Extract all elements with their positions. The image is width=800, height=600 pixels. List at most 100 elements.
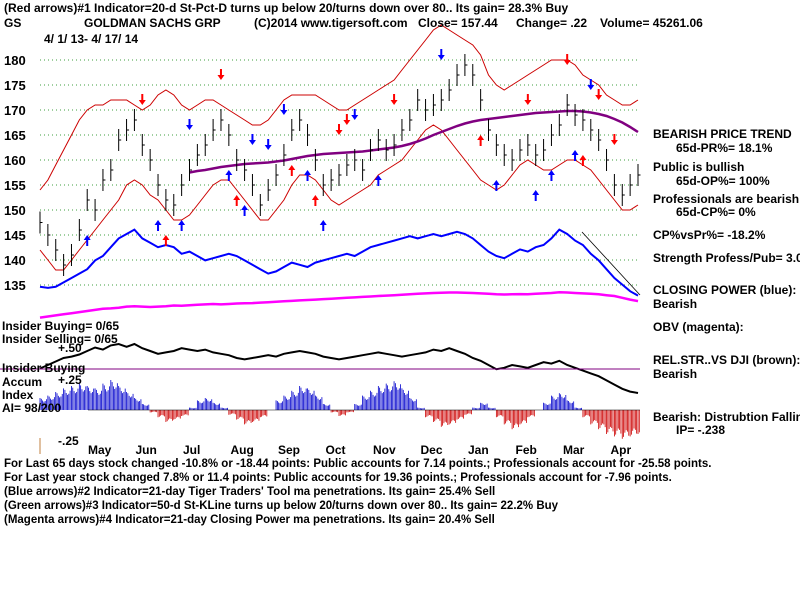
month-label-aug: Aug [231, 443, 254, 457]
red-arrow-down-icon [610, 134, 618, 145]
cp-trendline [581, 231, 641, 296]
price-bars [39, 54, 641, 276]
blue-arrow-up-icon [241, 205, 249, 216]
footer-green-arrows: (Green arrows)#3 Indicator=50-d St-KLine… [4, 500, 559, 512]
index-label: Index [2, 388, 34, 402]
accum-label: Accum [2, 375, 43, 389]
month-label-nov: Nov [373, 443, 396, 457]
red-arrow-down-icon [138, 94, 146, 105]
signal-arrows [83, 49, 618, 246]
blue-arrow-up-icon [374, 175, 382, 186]
red-arrow-down-icon [217, 69, 225, 80]
blue-arrow-up-icon [154, 220, 162, 231]
price-tick-145: 145 [4, 228, 26, 243]
blue-arrow-down-icon [437, 49, 445, 60]
blue-arrow-up-icon [571, 150, 579, 161]
price-tick-140: 140 [4, 253, 26, 268]
distribution-label: Bearish: Distrubtion Falling [653, 411, 800, 424]
footer-blue-arrows: (Blue arrows)#2 Indicator=21-day Tiger T… [4, 486, 496, 498]
red-arrow-up-icon [288, 165, 296, 176]
footer-65day: For Last 65 days stock changed -10.8% or… [4, 458, 712, 470]
price-tick-160: 160 [4, 153, 26, 168]
month-axis-labels: May Jun Jul Aug Sep Oct Nov Dec Jan Feb Mar Apr [88, 443, 631, 457]
red-arrow-down-icon [343, 114, 351, 125]
cp-value: 65d-CP%= 0% [676, 205, 756, 219]
footer-magenta-arrows: (Magenta arrows)#4 Indicator=21-day Clos… [4, 514, 495, 526]
ip-value: IP= -.238 [676, 423, 726, 437]
month-label-jan: Jan [468, 443, 489, 457]
accum-tick-minus25: -.25 [58, 434, 79, 448]
blue-arrow-down-icon [186, 119, 193, 130]
change-value: Change= .22 [516, 16, 588, 30]
month-label-mar: Mar [563, 443, 585, 457]
red-arrow-down-icon [563, 54, 571, 65]
ai-value: AI= 98/200 [2, 401, 62, 415]
closing-power-label: CLOSING POWER (blue): [653, 283, 797, 297]
lower-band-line [39, 124, 639, 271]
price-gridlines [40, 59, 640, 286]
relstr-label: REL.STR..VS DJI (brown): [653, 354, 800, 367]
copyright: (C)2014 www.tigersoft.com [254, 16, 408, 30]
month-label-oct: Oct [326, 443, 346, 457]
month-label-feb: Feb [516, 443, 537, 457]
month-label-jul: Jul [183, 443, 200, 457]
strength-value: Strength Profess/Pub= 3.0 [653, 252, 800, 265]
trend-label: BEARISH PRICE TREND [653, 127, 792, 141]
rel-strength-line [39, 342, 639, 394]
footer-year: For Last year stock changed 7.8% or 11.4… [4, 472, 672, 484]
month-label-dec: Dec [421, 443, 443, 457]
blue-arrow-down-icon [264, 139, 272, 150]
public-label: Public is bullish [653, 160, 745, 174]
op-value: 65d-OP%= 100% [676, 174, 770, 188]
blue-arrow-down-icon [248, 134, 256, 145]
upper-band-line [39, 24, 639, 191]
red-arrow-down-icon [595, 89, 603, 100]
price-tick-175: 175 [4, 78, 26, 93]
price-axis-ticks: 180 175 170 165 160 155 150 145 140 135 [4, 53, 26, 293]
insider-selling-count: Insider Selling= 0/65 [2, 332, 118, 346]
pr-value: 65d-PR%= 18.1% [676, 141, 773, 155]
date-range: 4/ 1/ 13- 4/ 17/ 14 [44, 32, 139, 46]
blue-arrow-down-icon [280, 104, 288, 115]
blue-arrow-up-icon [178, 220, 186, 231]
blue-arrow-up-icon [319, 220, 327, 231]
accum-tick-plus25: +.25 [58, 373, 82, 387]
blue-arrow-up-icon [225, 170, 233, 181]
obv-line [39, 291, 639, 319]
red-arrow-up-icon [311, 195, 319, 206]
volume-value: Volume= 45261.06 [600, 16, 703, 30]
price-tick-180: 180 [4, 53, 26, 68]
red-arrow-up-icon [579, 155, 587, 166]
price-tick-170: 170 [4, 103, 26, 118]
month-label-sep: Sep [278, 443, 300, 457]
month-label-jun: Jun [136, 443, 157, 457]
ticker: GS [4, 16, 22, 30]
price-tick-135: 135 [4, 278, 26, 293]
price-tick-165: 165 [4, 128, 26, 143]
red-arrow-up-icon [233, 195, 241, 206]
blue-arrow-up-icon [304, 170, 312, 181]
price-tick-155: 155 [4, 178, 26, 193]
obv-label: OBV (magenta): [653, 320, 744, 334]
blue-arrow-down-icon [587, 79, 595, 90]
blue-arrow-up-icon [532, 190, 540, 201]
red-arrow-up-icon [162, 235, 170, 246]
accum-index-histogram [39, 380, 640, 439]
blue-arrow-up-icon [492, 180, 500, 191]
closing-power-line [39, 228, 639, 297]
insider-buying-label: Insider Buying [2, 361, 86, 375]
month-label-apr: Apr [611, 443, 632, 457]
blue-arrow-down-icon [351, 109, 359, 120]
accum-tick-plus50: +.50 [58, 341, 82, 355]
blue-arrow-up-icon [547, 170, 555, 181]
closing-power-status: Bearish [653, 297, 698, 311]
month-label-may: May [88, 443, 112, 457]
insider-buying-count: Insider Buying= 0/65 [2, 319, 120, 333]
red-arrow-up-icon [477, 135, 485, 146]
professionals-label: Professionals are bearish [653, 192, 800, 206]
blue-arrow-up-icon [83, 235, 91, 246]
red-arrow-down-icon [524, 94, 532, 105]
price-tick-150: 150 [4, 203, 26, 218]
close-value: Close= 157.44 [418, 16, 498, 30]
